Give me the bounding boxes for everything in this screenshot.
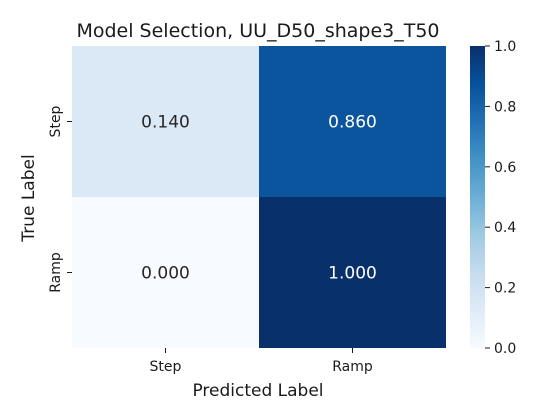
colorbar-tick-label: 1.0 <box>494 39 516 55</box>
colorbar: 0.0 0.2 0.4 0.6 0.8 1.0 <box>470 39 516 357</box>
heatmap-cells: 0.140 0.860 0.000 1.000 <box>72 46 446 348</box>
cell-value-label: 1.000 <box>328 264 377 284</box>
cell-value-label: 0.140 <box>141 113 190 133</box>
y-tick-label: Step <box>48 105 64 137</box>
x-tick-label: Step <box>150 359 182 375</box>
x-axis-label: Predicted Label <box>192 381 323 401</box>
y-tick-label: Ramp <box>48 252 64 293</box>
axis-ticks: Step Ramp Step Ramp <box>48 105 373 375</box>
y-axis-label: True Label <box>19 154 39 242</box>
colorbar-tick-label: 0.8 <box>494 99 516 115</box>
colorbar-gradient <box>470 46 485 348</box>
colorbar-tick-label: 0.4 <box>494 220 516 236</box>
colorbar-tick-label: 0.6 <box>494 160 516 176</box>
colorbar-tick-label: 0.0 <box>494 341 516 357</box>
heatmap-cell <box>259 46 446 197</box>
heatmap-cell <box>72 197 259 348</box>
heatmap-cell <box>72 46 259 197</box>
cell-value-label: 0.000 <box>141 264 190 284</box>
colorbar-tick-label: 0.2 <box>494 281 516 297</box>
heatmap-cell <box>259 197 446 348</box>
cell-value-label: 0.860 <box>328 113 377 133</box>
x-tick-label: Ramp <box>332 359 373 375</box>
chart-title: Model Selection, UU_D50_shape3_T50 <box>76 20 439 42</box>
